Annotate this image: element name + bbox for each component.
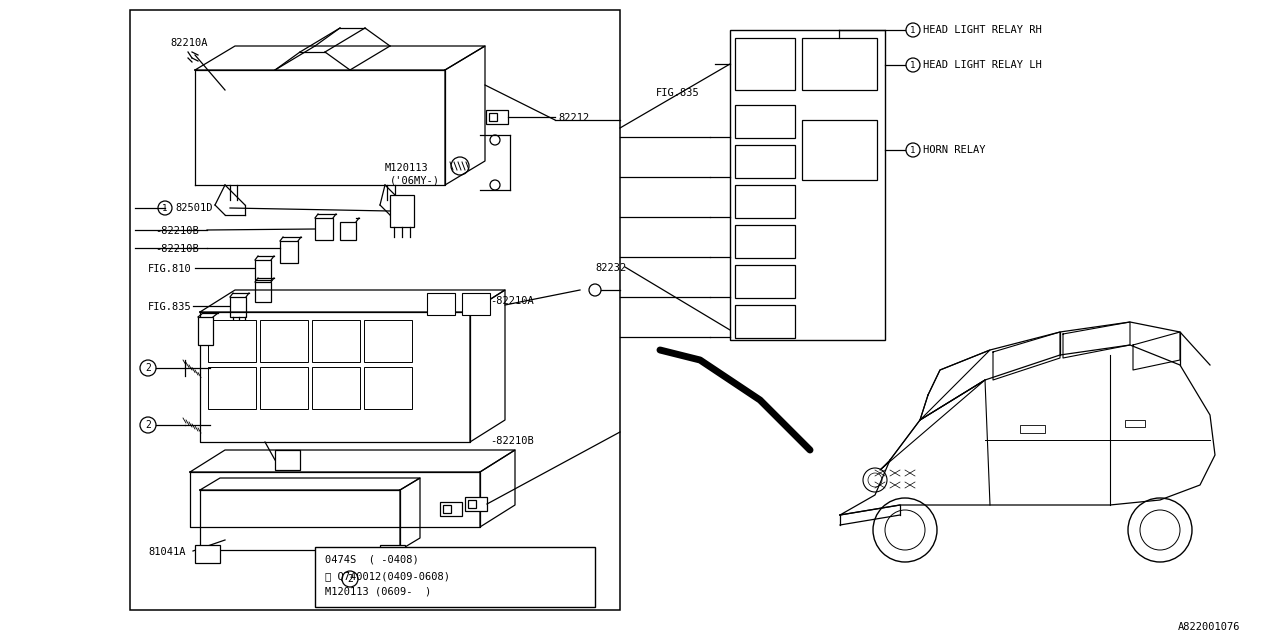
- Text: 82501D: 82501D: [175, 203, 212, 213]
- Text: M120113: M120113: [385, 163, 429, 173]
- Bar: [735, 185, 795, 218]
- Text: 1: 1: [910, 145, 915, 154]
- Text: FIG.835: FIG.835: [148, 302, 192, 312]
- Text: ② Q740012(0409-0608): ② Q740012(0409-0608): [325, 571, 451, 581]
- Bar: [260, 367, 308, 409]
- Bar: [428, 293, 454, 315]
- Bar: [315, 218, 333, 240]
- Bar: [735, 105, 795, 138]
- Text: HEAD LIGHT RELAY LH: HEAD LIGHT RELAY LH: [923, 60, 1042, 70]
- Bar: [280, 241, 298, 263]
- Text: 82232: 82232: [595, 263, 626, 273]
- Bar: [489, 113, 497, 121]
- Text: -82210A: -82210A: [490, 296, 534, 306]
- Bar: [735, 38, 795, 90]
- Text: HORN RELAY: HORN RELAY: [923, 145, 986, 155]
- Text: -82210B: -82210B: [490, 436, 534, 446]
- Text: FIG.810: FIG.810: [148, 264, 192, 274]
- Bar: [735, 265, 795, 298]
- Bar: [1020, 425, 1044, 433]
- Text: FIG.835: FIG.835: [657, 88, 700, 98]
- Text: 2: 2: [145, 420, 151, 430]
- Text: 1: 1: [910, 61, 915, 70]
- Bar: [440, 502, 462, 516]
- Bar: [462, 293, 490, 315]
- Text: -82210B: -82210B: [155, 226, 198, 236]
- Bar: [209, 367, 256, 409]
- Bar: [312, 367, 360, 409]
- Bar: [803, 120, 877, 180]
- Bar: [468, 500, 476, 508]
- Text: A822001076: A822001076: [1178, 622, 1240, 632]
- Text: 82212: 82212: [558, 113, 589, 123]
- Text: 1: 1: [163, 204, 168, 212]
- Text: 2: 2: [145, 363, 151, 373]
- Bar: [735, 305, 795, 338]
- Text: HEAD LIGHT RELAY RH: HEAD LIGHT RELAY RH: [923, 25, 1042, 35]
- Text: M120113 (0609-  ): M120113 (0609- ): [325, 587, 431, 597]
- Text: 1: 1: [910, 26, 915, 35]
- Bar: [340, 222, 356, 240]
- Text: ('06MY-): ('06MY-): [390, 175, 440, 185]
- Bar: [230, 297, 246, 317]
- Bar: [131, 10, 620, 610]
- Bar: [735, 145, 795, 178]
- Text: 82210A: 82210A: [170, 38, 207, 48]
- Bar: [443, 505, 451, 513]
- Bar: [198, 317, 212, 345]
- Bar: [364, 367, 412, 409]
- Bar: [735, 225, 795, 258]
- Bar: [195, 545, 220, 563]
- Text: 0474S  ( -0408): 0474S ( -0408): [325, 555, 419, 565]
- Text: -82210B: -82210B: [155, 244, 198, 254]
- Bar: [260, 320, 308, 362]
- Bar: [465, 497, 486, 511]
- Bar: [255, 282, 271, 302]
- Bar: [364, 320, 412, 362]
- Bar: [315, 547, 595, 607]
- Bar: [380, 545, 404, 563]
- Bar: [312, 320, 360, 362]
- Bar: [275, 450, 300, 470]
- Text: 81041A: 81041A: [148, 547, 186, 557]
- Bar: [730, 30, 884, 340]
- Text: 2: 2: [347, 574, 353, 584]
- Bar: [209, 320, 256, 362]
- Bar: [390, 195, 413, 227]
- Bar: [803, 38, 877, 90]
- Bar: [486, 110, 508, 124]
- Bar: [1125, 420, 1146, 427]
- Bar: [255, 260, 271, 280]
